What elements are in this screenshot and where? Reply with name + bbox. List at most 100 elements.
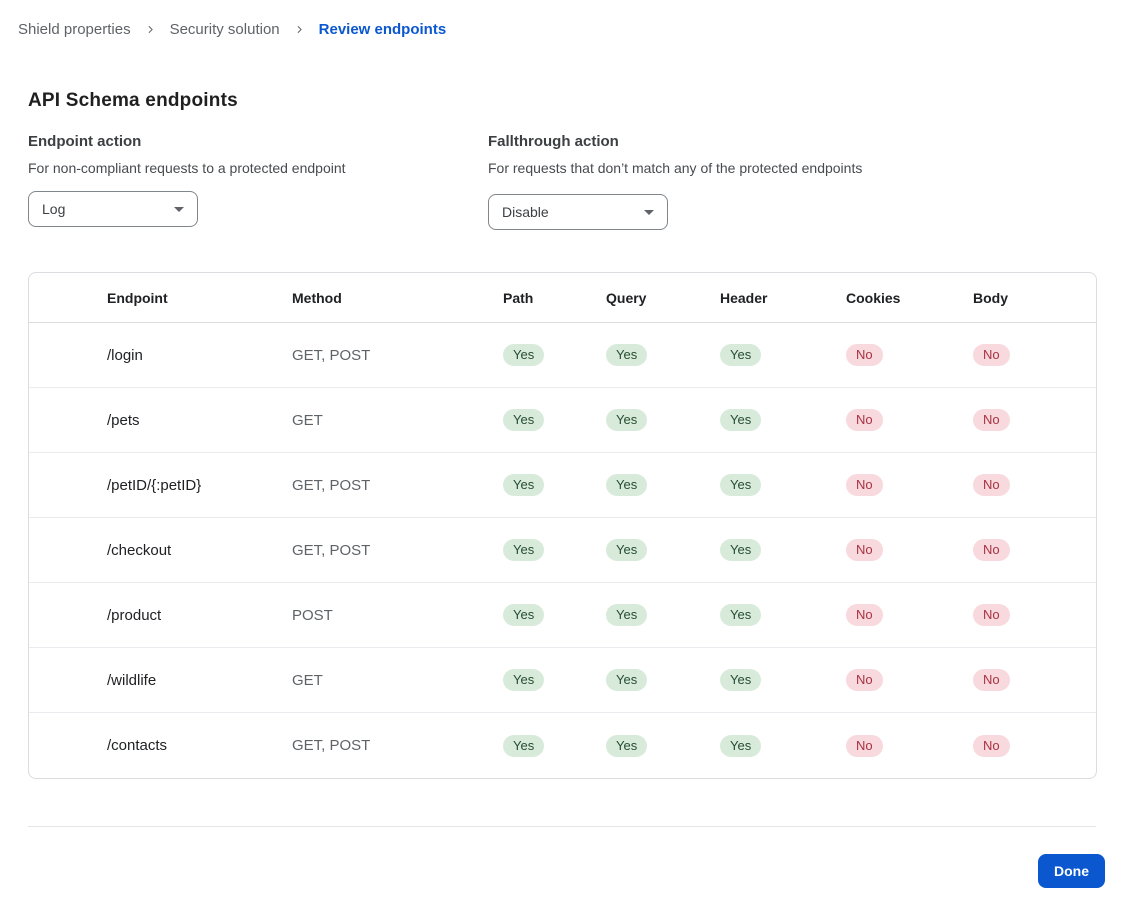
- cookies-cell: No: [846, 474, 973, 496]
- endpoint-action-group: Endpoint action For non-compliant reques…: [28, 133, 488, 230]
- method-cell: GET: [292, 411, 323, 429]
- column-header-header: Header: [720, 289, 768, 306]
- status-badge: No: [973, 669, 1010, 691]
- endpoint-cell: /pets: [107, 411, 140, 429]
- header-cell: Yes: [720, 669, 846, 691]
- table-row: /pets GET Yes Yes Yes No No: [29, 388, 1096, 453]
- fallthrough-action-description: For requests that don’t match any of the…: [488, 160, 863, 176]
- breadcrumb-item-security-solution[interactable]: Security solution: [169, 21, 280, 38]
- status-badge: Yes: [720, 474, 762, 496]
- column-header-cookies: Cookies: [846, 289, 901, 306]
- status-badge: Yes: [720, 669, 762, 691]
- endpoint-action-description: For non-compliant requests to a protecte…: [28, 160, 346, 176]
- fallthrough-action-select[interactable]: Disable: [488, 194, 668, 230]
- status-badge: No: [846, 734, 883, 757]
- status-badge: Yes: [606, 604, 648, 626]
- fallthrough-action-selected-value: Disable: [502, 204, 549, 220]
- status-badge: No: [973, 604, 1010, 626]
- table-row: /checkout GET, POST Yes Yes Yes No No: [29, 518, 1096, 583]
- path-cell: Yes: [503, 734, 606, 757]
- status-badge: No: [973, 409, 1010, 431]
- body-cell: No: [973, 344, 1096, 366]
- footer: Done: [0, 827, 1124, 888]
- status-badge: No: [973, 344, 1010, 366]
- header-cell: Yes: [720, 474, 846, 496]
- status-badge: No: [973, 734, 1010, 757]
- status-badge: Yes: [606, 409, 648, 431]
- endpoint-cell: /checkout: [107, 541, 172, 559]
- endpoint-cell: /contacts: [107, 737, 168, 754]
- cookies-cell: No: [846, 539, 973, 561]
- table-row: /login GET, POST Yes Yes Yes No No: [29, 323, 1096, 388]
- done-button[interactable]: Done: [1038, 854, 1105, 888]
- header-cell: Yes: [720, 344, 846, 366]
- cookies-cell: No: [846, 409, 973, 431]
- status-badge: Yes: [720, 344, 762, 366]
- header-cell: Yes: [720, 734, 846, 757]
- table-row: /contacts GET, POST Yes Yes Yes No No: [29, 713, 1096, 778]
- path-cell: Yes: [503, 474, 606, 496]
- method-cell: GET, POST: [292, 476, 371, 494]
- endpoint-cell: /petID/{:petID}: [107, 476, 202, 494]
- status-badge: Yes: [720, 539, 762, 561]
- chevron-right-icon: [144, 23, 157, 36]
- body-cell: No: [973, 409, 1096, 431]
- body-cell: No: [973, 539, 1096, 561]
- header-cell: Yes: [720, 539, 846, 561]
- action-controls: Endpoint action For non-compliant reques…: [28, 133, 1124, 230]
- status-badge: No: [846, 669, 883, 691]
- caret-down-icon: [644, 209, 654, 215]
- method-cell: POST: [292, 606, 333, 624]
- status-badge: No: [846, 474, 883, 496]
- method-cell: GET, POST: [292, 541, 371, 559]
- status-badge: Yes: [606, 734, 648, 757]
- path-cell: Yes: [503, 604, 606, 626]
- status-badge: No: [846, 604, 883, 626]
- breadcrumb-item-review-endpoints: Review endpoints: [318, 21, 447, 38]
- endpoint-action-label: Endpoint action: [28, 133, 142, 150]
- page-title: API Schema endpoints: [28, 90, 238, 111]
- query-cell: Yes: [606, 344, 720, 366]
- query-cell: Yes: [606, 734, 720, 757]
- query-cell: Yes: [606, 539, 720, 561]
- endpoint-action-select[interactable]: Log: [28, 191, 198, 227]
- endpoint-cell: /wildlife: [107, 671, 157, 689]
- status-badge: Yes: [503, 344, 545, 366]
- table-row: /wildlife GET Yes Yes Yes No No: [29, 648, 1096, 713]
- status-badge: No: [973, 539, 1010, 561]
- status-badge: Yes: [503, 604, 545, 626]
- column-header-endpoint: Endpoint: [107, 289, 168, 306]
- status-badge: No: [973, 474, 1010, 496]
- table-row: /product POST Yes Yes Yes No No: [29, 583, 1096, 648]
- table-header-row: Endpoint Method Path Query Header Cookie…: [29, 273, 1096, 323]
- status-badge: Yes: [503, 474, 545, 496]
- footer-divider: [28, 826, 1096, 827]
- header-cell: Yes: [720, 409, 846, 431]
- query-cell: Yes: [606, 604, 720, 626]
- fallthrough-action-label: Fallthrough action: [488, 133, 619, 150]
- body-cell: No: [973, 669, 1096, 691]
- status-badge: Yes: [606, 539, 648, 561]
- cookies-cell: No: [846, 669, 973, 691]
- breadcrumb: Shield properties Security solution Revi…: [0, 0, 1124, 38]
- method-cell: GET: [292, 671, 323, 689]
- column-header-method: Method: [292, 289, 342, 306]
- body-cell: No: [973, 604, 1096, 626]
- status-badge: Yes: [606, 669, 648, 691]
- cookies-cell: No: [846, 344, 973, 366]
- status-badge: Yes: [503, 669, 545, 691]
- breadcrumb-item-shield-properties[interactable]: Shield properties: [18, 21, 131, 38]
- status-badge: Yes: [503, 409, 545, 431]
- column-header-path: Path: [503, 289, 534, 306]
- method-cell: GET, POST: [292, 737, 371, 754]
- status-badge: Yes: [720, 604, 762, 626]
- status-badge: Yes: [720, 734, 762, 757]
- query-cell: Yes: [606, 409, 720, 431]
- status-badge: No: [846, 344, 883, 366]
- header-cell: Yes: [720, 604, 846, 626]
- status-badge: Yes: [606, 344, 648, 366]
- path-cell: Yes: [503, 344, 606, 366]
- body-cell: No: [973, 474, 1096, 496]
- cookies-cell: No: [846, 734, 973, 757]
